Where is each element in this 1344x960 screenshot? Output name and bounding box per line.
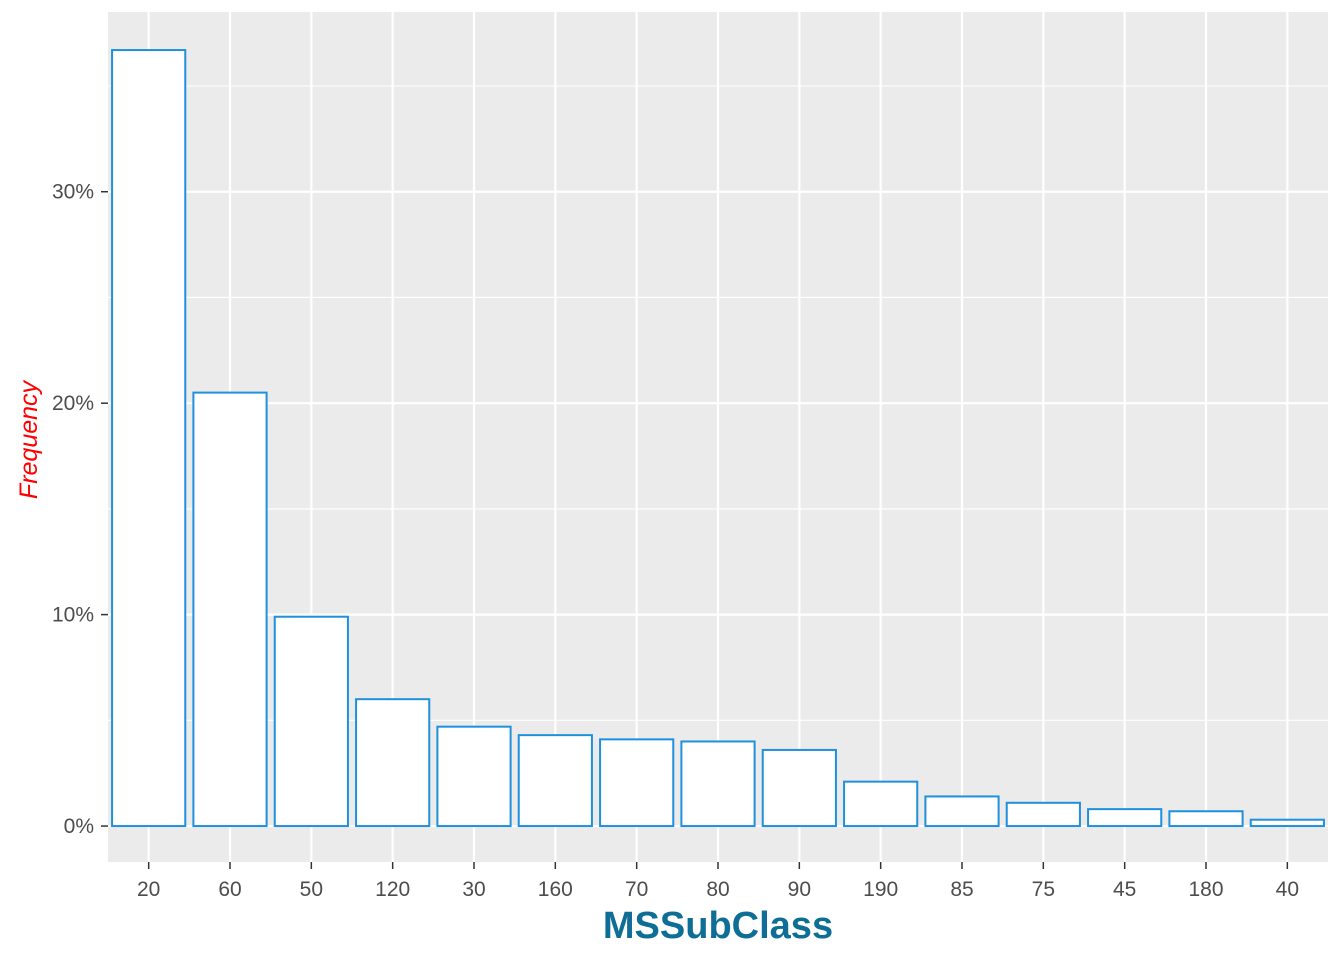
- y-tick-label: 30%: [52, 181, 94, 204]
- x-axis: 20 60 50 120 30 160 70 80 90 190 85 75 45 180 40: [137, 862, 1299, 901]
- x-tick-label: 160: [538, 878, 573, 901]
- x-tick-label: 70: [625, 878, 648, 901]
- y-axis: 0% 10% 20% 30%: [52, 181, 108, 838]
- bar-190: [843, 780, 919, 828]
- bar-45: [1087, 808, 1163, 828]
- x-tick-label: 40: [1276, 878, 1299, 901]
- bar-180: [1168, 810, 1244, 828]
- x-tick-label: 45: [1113, 878, 1136, 901]
- bar-80: [680, 740, 756, 828]
- x-tick-label: 90: [788, 878, 811, 901]
- bar-60: [192, 391, 268, 828]
- bar-160: [517, 734, 593, 828]
- x-axis-title: MSSubClass: [603, 905, 833, 947]
- y-tick-label: 0%: [64, 815, 94, 838]
- bars: [111, 49, 1325, 828]
- x-tick-label: 120: [375, 878, 410, 901]
- bar-90: [761, 748, 837, 828]
- x-tick-label: 60: [218, 878, 241, 901]
- bar-30: [436, 725, 512, 828]
- bar-50: [273, 615, 349, 828]
- bar-75: [1005, 801, 1081, 828]
- y-tick-label: 20%: [52, 392, 94, 415]
- x-tick-label: 75: [1032, 878, 1055, 901]
- y-axis-title: Frequency: [15, 379, 43, 499]
- bar-70: [599, 738, 675, 828]
- x-tick-label: 180: [1188, 878, 1223, 901]
- x-tick-label: 190: [863, 878, 898, 901]
- bar-85: [924, 795, 1000, 828]
- x-tick-label: 20: [137, 878, 160, 901]
- x-tick-label: 30: [462, 878, 485, 901]
- bar-20: [111, 49, 187, 828]
- x-tick-label: 80: [706, 878, 729, 901]
- x-tick-label: 50: [300, 878, 323, 901]
- bar-40: [1249, 818, 1325, 828]
- bar-120: [355, 698, 431, 828]
- y-tick-label: 10%: [52, 604, 94, 627]
- x-tick-label: 85: [950, 878, 973, 901]
